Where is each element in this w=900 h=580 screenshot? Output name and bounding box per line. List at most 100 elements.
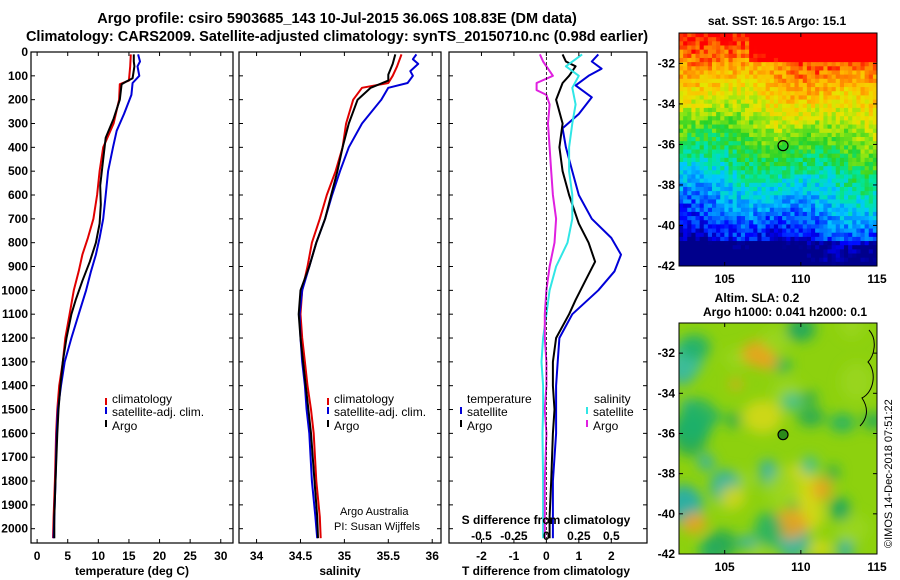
sst-cell: [703, 53, 709, 59]
sst-cell: [839, 195, 845, 200]
sst-cell: [848, 220, 853, 225]
sst-cell: [707, 87, 713, 92]
sst-cell: [773, 66, 779, 71]
sst-cell: [679, 216, 684, 221]
sst-cell: [835, 253, 841, 259]
sst-cell: [839, 33, 845, 38]
sst-cell: [728, 186, 734, 192]
sst-cell: [699, 53, 705, 59]
sst-cell: [707, 166, 713, 171]
sst-cell: [778, 149, 783, 155]
sst-cell: [736, 207, 742, 213]
depth-tick-label: 1500: [1, 403, 28, 417]
sst-cell: [790, 107, 796, 113]
sst-cell: [860, 220, 866, 225]
sst-cell: [872, 128, 878, 134]
sst-cell: [703, 112, 709, 117]
sst-cell: [819, 82, 824, 88]
sst-cell: [864, 157, 870, 163]
sst-cell: [848, 112, 853, 117]
sst-cell: [819, 53, 824, 59]
sst-map-title: sat. SST: 16.5 Argo: 15.1: [708, 14, 847, 28]
sst-cell: [757, 249, 763, 255]
sst-cell: [811, 157, 816, 163]
sst-cell: [736, 161, 742, 167]
sst-cell: [835, 66, 841, 71]
sst-cell: [712, 241, 717, 246]
sst-cell: [716, 157, 721, 163]
sst-cell: [712, 245, 717, 250]
sst-cell: [757, 87, 763, 92]
sst-cell: [728, 207, 734, 213]
sst-cell: [811, 203, 816, 209]
sst-cell: [712, 195, 717, 200]
sst-cell: [749, 174, 754, 180]
sst-cell: [790, 145, 796, 150]
sst-cell: [712, 207, 717, 213]
sst-cell: [712, 178, 717, 184]
sst-cell: [699, 116, 705, 121]
sst-cell: [753, 241, 758, 246]
sst-cell: [806, 33, 812, 38]
sst-cell: [761, 70, 767, 76]
sst-cell: [753, 220, 758, 225]
sst-cell: [757, 161, 763, 167]
sst-cell: [687, 161, 692, 167]
sst-cell: [831, 174, 837, 180]
sst-cell: [720, 70, 725, 76]
sst-cell: [736, 178, 742, 184]
sst-cell: [790, 216, 796, 221]
sst-cell: [753, 216, 758, 221]
sst-cell: [856, 245, 862, 250]
sst-cell: [839, 186, 845, 192]
sst-cell: [695, 82, 701, 88]
sst-cell: [703, 153, 709, 159]
sst-cell: [835, 33, 841, 38]
sst-cell: [778, 228, 783, 234]
sst-cell: [778, 232, 783, 238]
sst-cell: [806, 141, 812, 146]
sst-cell: [712, 232, 717, 238]
sst-cell: [683, 236, 688, 242]
sla-blob: [679, 412, 710, 444]
sst-cell: [790, 137, 796, 142]
sst-cell: [823, 149, 829, 155]
sst-cell: [868, 116, 874, 121]
sst-cell: [802, 145, 808, 150]
sst-cell: [720, 149, 725, 155]
sst-cell: [732, 191, 738, 196]
sst-cell: [839, 228, 845, 234]
sst-cell: [765, 207, 771, 213]
sst-cell: [794, 70, 800, 76]
sst-cell: [757, 107, 763, 113]
sst-cell: [815, 128, 820, 134]
sla-blob: [681, 512, 707, 534]
sst-cell: [769, 153, 775, 159]
sst-cell: [872, 241, 878, 246]
sst-cell: [769, 182, 775, 188]
sst-cell: [798, 99, 804, 105]
sst-cell: [695, 191, 701, 196]
sst-cell: [864, 211, 870, 217]
sst-cell: [823, 70, 829, 76]
sst-cell: [745, 245, 750, 250]
sst-cell: [790, 253, 796, 259]
sst-cell: [728, 236, 734, 242]
sst-cell: [794, 78, 800, 84]
sst-cell: [856, 103, 862, 109]
sst-cell: [823, 95, 829, 101]
sst-cell: [687, 141, 692, 146]
sst-cell: [806, 241, 812, 246]
sst-cell: [707, 220, 713, 225]
sst-cell: [835, 87, 841, 92]
sst-cell: [806, 128, 812, 134]
sst-cell: [761, 62, 767, 67]
sst-cell: [703, 41, 709, 46]
sst-cell: [798, 137, 804, 142]
sst-cell: [683, 95, 688, 101]
sst-cell: [745, 178, 750, 184]
sst-cell: [802, 195, 808, 200]
sst-cell: [712, 82, 717, 88]
sst-cell: [749, 120, 754, 126]
sst-cell: [815, 107, 820, 113]
